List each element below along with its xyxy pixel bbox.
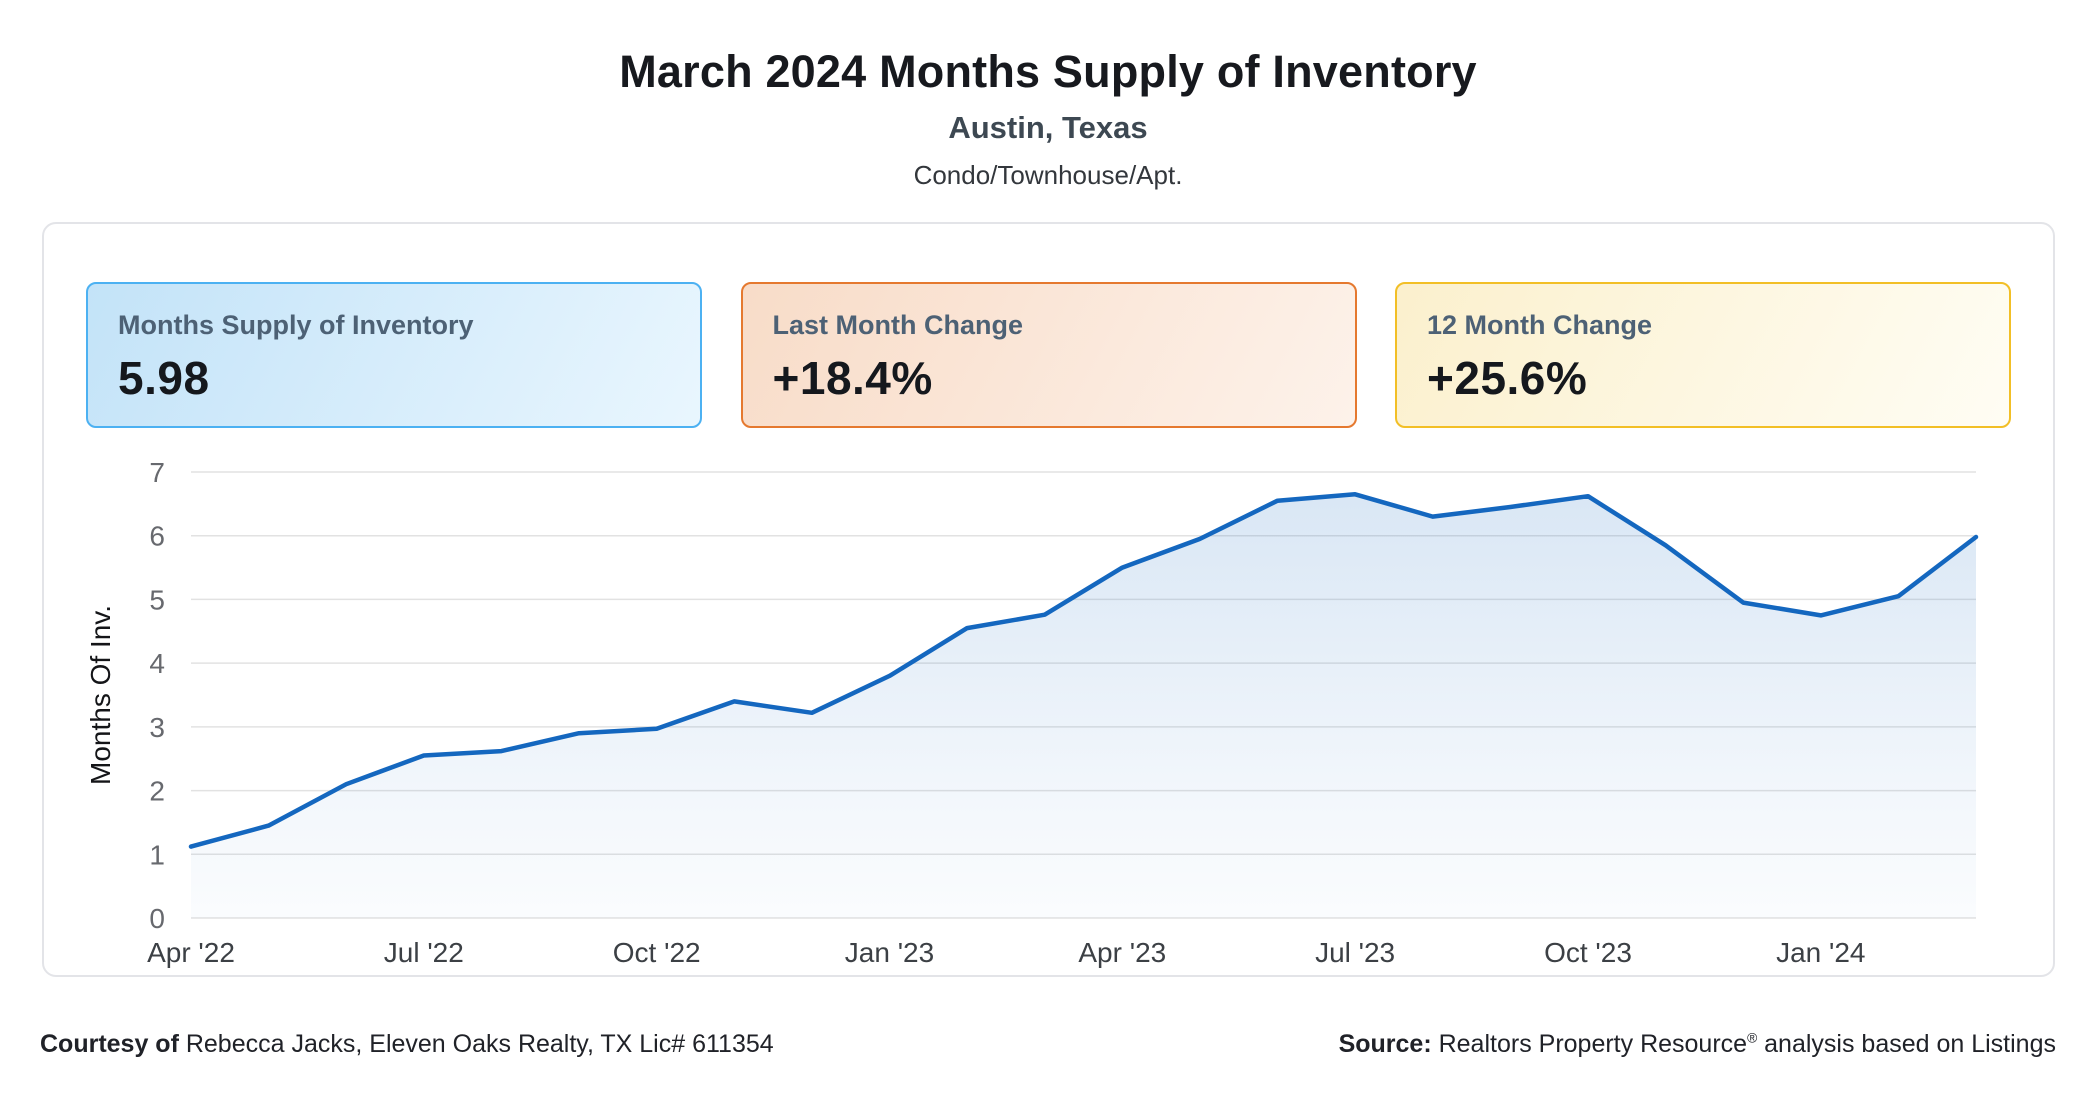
svg-text:2: 2 bbox=[149, 776, 165, 807]
page-title: March 2024 Months Supply of Inventory bbox=[619, 46, 1477, 97]
svg-text:Jan '24: Jan '24 bbox=[1776, 937, 1865, 968]
property-type-label: Condo/Townhouse/Apt. bbox=[913, 160, 1183, 190]
svg-text:Oct '22: Oct '22 bbox=[613, 937, 701, 968]
source-suffix: analysis based on Listings bbox=[1757, 1030, 2056, 1058]
registered-mark: ® bbox=[1747, 1030, 1758, 1046]
svg-text:6: 6 bbox=[149, 521, 165, 552]
svg-text:5: 5 bbox=[149, 584, 165, 615]
svg-text:Jul '23: Jul '23 bbox=[1315, 937, 1395, 968]
area-chart: 0 1 2 3 4 5 6 7 Apr '22 Jul '22 Oct '22 Jan '23 Apr … bbox=[85, 457, 1979, 968]
svg-text:3: 3 bbox=[149, 712, 165, 743]
stat-label: Months Supply of Inventory bbox=[118, 310, 474, 340]
courtesy-note: Courtesy of Rebecca Jacks, Eleven Oaks R… bbox=[40, 1030, 774, 1059]
chart-card: Months Supply of Inventory 5.98 Last Mon… bbox=[42, 222, 2055, 977]
svg-text:1: 1 bbox=[149, 839, 165, 870]
stat-value: +25.6% bbox=[1427, 352, 1588, 404]
svg-text:Apr '23: Apr '23 bbox=[1078, 937, 1166, 968]
source-prefix: Source: bbox=[1338, 1030, 1432, 1058]
stat-label: 12 Month Change bbox=[1427, 310, 1653, 340]
svg-text:7: 7 bbox=[149, 457, 165, 488]
svg-text:Jul '22: Jul '22 bbox=[384, 937, 464, 968]
stats-row: Months Supply of Inventory 5.98 Last Mon… bbox=[44, 282, 2053, 428]
stat-card-12-month-change: 12 Month Change +25.6% bbox=[1395, 282, 2011, 428]
svg-text:Jan '23: Jan '23 bbox=[845, 937, 934, 968]
stat-card-months-supply: Months Supply of Inventory 5.98 bbox=[86, 282, 702, 428]
courtesy-text: Rebecca Jacks, Eleven Oaks Realty, TX Li… bbox=[178, 1030, 774, 1058]
svg-text:4: 4 bbox=[149, 648, 165, 679]
stat-value: +18.4% bbox=[772, 352, 933, 404]
stat-value: 5.98 bbox=[118, 352, 210, 404]
stat-label: Last Month Change bbox=[772, 310, 1024, 340]
svg-text:Months Of Inv.: Months Of Inv. bbox=[85, 605, 116, 785]
svg-text:Oct '23: Oct '23 bbox=[1544, 937, 1632, 968]
location-subtitle: Austin, Texas bbox=[948, 110, 1148, 145]
courtesy-prefix: Courtesy of bbox=[40, 1030, 179, 1058]
svg-text:0: 0 bbox=[149, 903, 165, 934]
source-note: Source: Realtors Property Resource® anal… bbox=[1339, 1030, 2056, 1059]
stat-card-last-month-change: Last Month Change +18.4% bbox=[740, 282, 1357, 428]
chart-layer: 0 1 2 3 4 5 6 7 Apr '22 Jul '22 Oct '22 Jan '23 Apr … bbox=[85, 457, 1979, 968]
svg-text:Apr '22: Apr '22 bbox=[147, 937, 235, 968]
source-name: Realtors Property Resource bbox=[1431, 1030, 1748, 1058]
